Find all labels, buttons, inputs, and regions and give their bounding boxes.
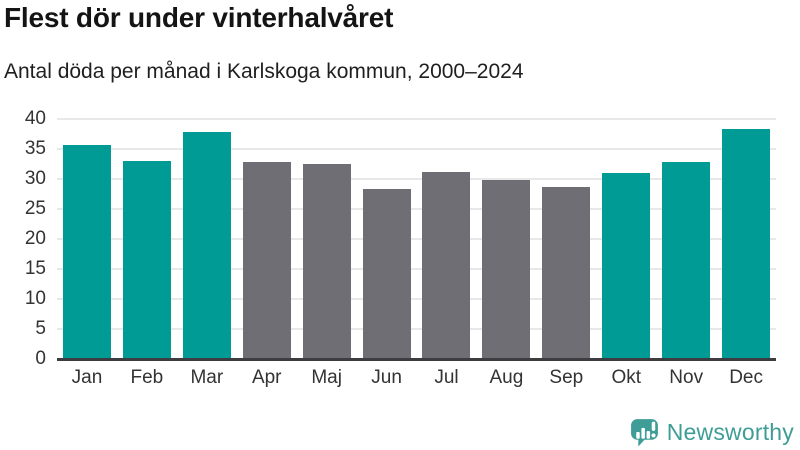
gridline [57, 208, 776, 210]
bar-slot [536, 119, 596, 359]
gridline [57, 118, 776, 120]
bar-maj [302, 164, 351, 359]
x-tick-label: Jan [71, 367, 103, 388]
x-axis-labels: Jan Feb Mar Apr Maj Jun Jul Aug Sep Okt Nov Dec [57, 367, 776, 389]
bar-slot [57, 119, 117, 359]
bar-slot [716, 119, 776, 359]
x-tick-label: Maj [311, 367, 342, 388]
bar-series [57, 119, 776, 359]
bar-dec [722, 129, 771, 359]
y-tick-label: 40 [24, 108, 46, 129]
x-tick-label: Okt [611, 367, 642, 388]
bar-slot [117, 119, 177, 359]
bar-nov [662, 162, 711, 359]
y-tick-label: 10 [24, 288, 46, 309]
bar-slot [596, 119, 656, 359]
x-tick-label: Feb [130, 367, 164, 388]
bar-jul [422, 171, 471, 359]
y-axis-labels: 0 5 10 15 20 25 30 35 40 [0, 108, 46, 369]
y-tick-label: 15 [24, 258, 46, 279]
y-tick-label: 35 [24, 138, 46, 159]
bar-jun [362, 188, 411, 359]
bar-slot [177, 119, 237, 359]
x-tick-label: Jun [371, 367, 402, 388]
bar-mar [182, 132, 231, 359]
bar-apr [242, 162, 291, 359]
bar-slot [476, 119, 536, 359]
gridline [57, 268, 776, 270]
x-tick-label: Aug [489, 367, 524, 388]
gridline [57, 238, 776, 240]
bar-slot [417, 119, 477, 359]
plot-area [57, 118, 776, 359]
x-tick-label: Nov [669, 367, 704, 388]
bar-slot [656, 119, 716, 359]
gridline [57, 148, 776, 150]
newsworthy-logo: Newsworthy [630, 417, 794, 448]
chart-title: Flest dör under vinterhalvåret [4, 2, 394, 33]
x-tick-label: Sep [549, 367, 584, 388]
y-tick-label: 30 [24, 168, 46, 189]
gridline [57, 298, 776, 300]
x-tick-label: Dec [729, 367, 763, 388]
bar-slot [357, 119, 417, 359]
bar-slot [297, 119, 357, 359]
bar-slot [237, 119, 297, 359]
newsworthy-bar-chart-speech-bubble-icon [630, 419, 658, 447]
y-tick-label: 5 [35, 318, 46, 339]
gridline [57, 178, 776, 180]
chart-subtitle: Antal döda per månad i Karlskoga kommun,… [4, 60, 524, 83]
y-tick-label: 25 [24, 198, 46, 219]
bar-okt [602, 173, 651, 359]
y-tick-label: 20 [24, 228, 46, 249]
x-axis-line [57, 358, 776, 361]
bar-jan [62, 144, 111, 359]
x-tick-label: Mar [190, 367, 224, 388]
bar-feb [122, 161, 171, 359]
gridline [57, 328, 776, 330]
y-tick-label: 0 [35, 348, 46, 369]
newsworthy-wordmark: Newsworthy [666, 419, 794, 445]
x-tick-label: Apr [251, 367, 282, 388]
bar-aug [482, 180, 531, 359]
x-tick-label: Jul [434, 367, 459, 388]
bar-sep [542, 186, 591, 359]
